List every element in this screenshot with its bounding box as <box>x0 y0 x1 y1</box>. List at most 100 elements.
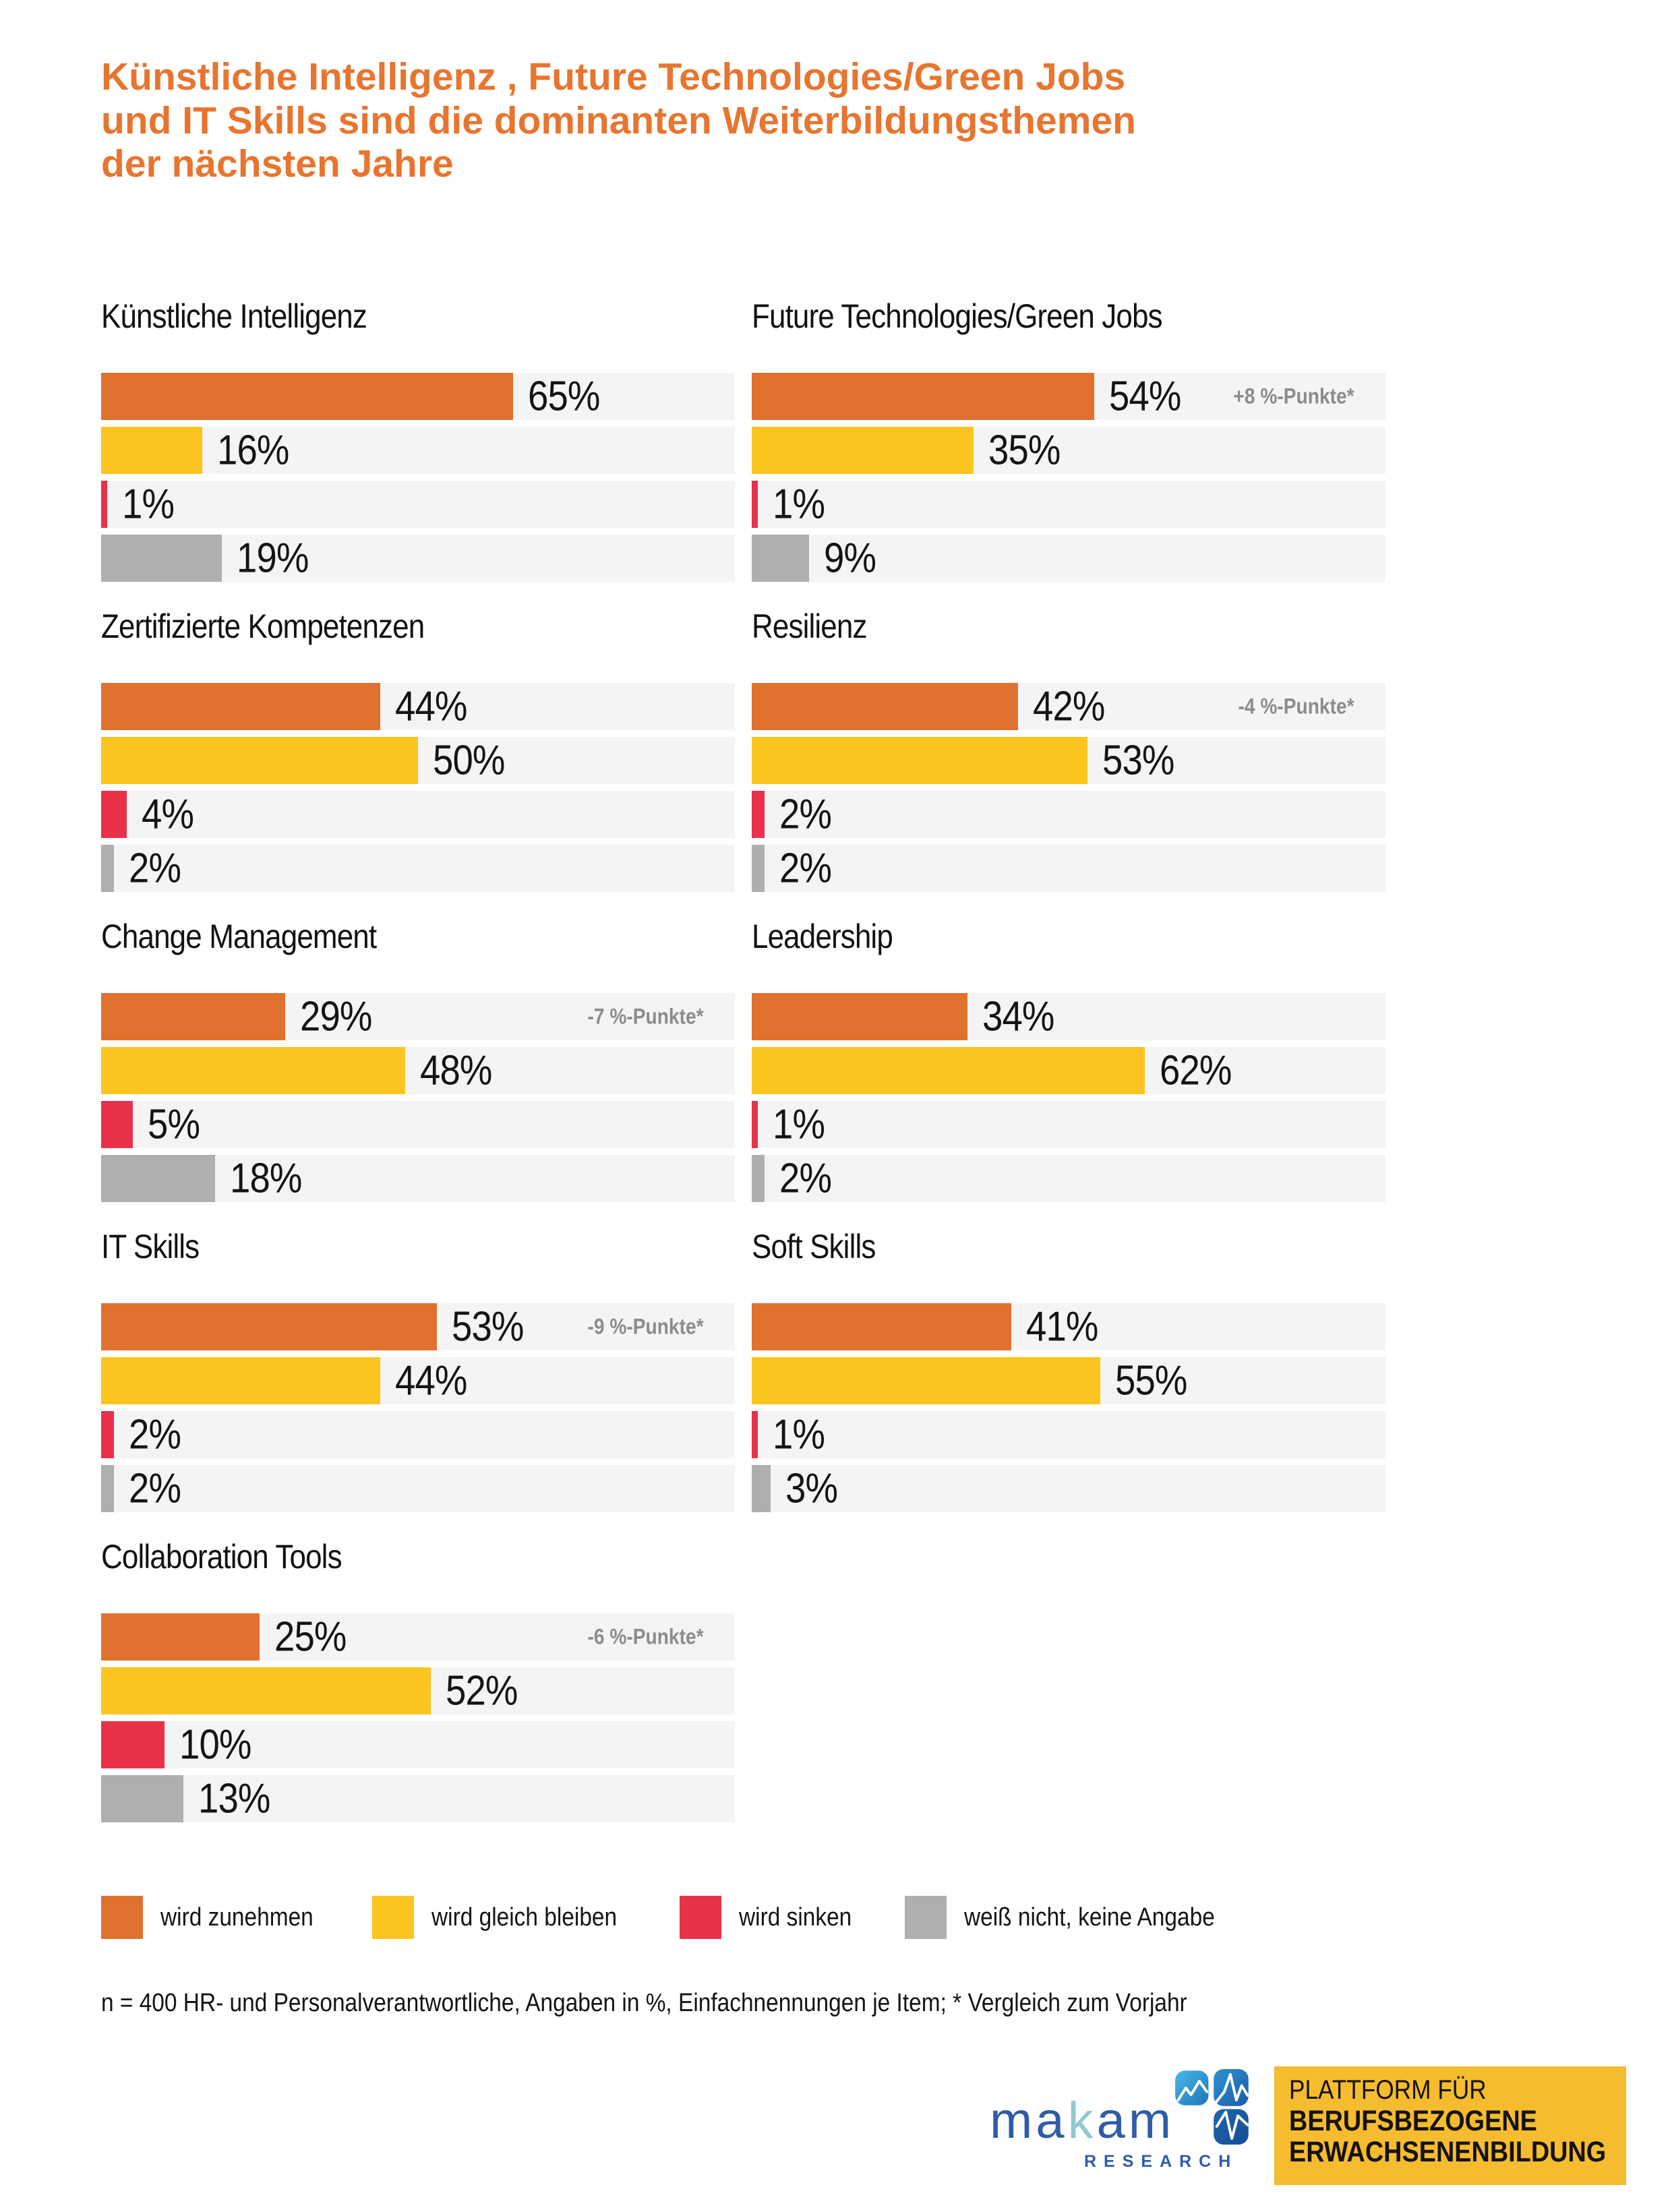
bar-increase <box>101 993 285 1040</box>
delta-text: -4 %-Punkte* <box>1238 694 1354 719</box>
bar-value-text: 1% <box>773 1101 825 1148</box>
chart-block: Künstliche Intelligenz 65% 16% 1% 19% <box>101 299 735 582</box>
bar-increase <box>101 1613 260 1661</box>
bar-track: 50% <box>101 737 735 784</box>
delta-vs-previous-year: -7 %-Punkte* <box>572 1005 704 1029</box>
bar-value-label: 41% <box>1026 1303 1108 1351</box>
bar-value-text: 34% <box>982 993 1054 1040</box>
bar-value-text: 18% <box>230 1155 302 1202</box>
chart-rows: 54% +8 %-Punkte* 35% 1% 9% <box>752 373 1385 582</box>
bar-track: 16% <box>101 427 735 474</box>
bar-track: 1% <box>101 481 735 528</box>
bar-decrease <box>101 1101 133 1148</box>
bar-stay <box>101 427 203 474</box>
chart-title-text: Resilienz <box>752 607 867 645</box>
bar-value-text: 48% <box>420 1047 492 1094</box>
bar-track: 4% <box>101 791 735 838</box>
bar-value-label: 55% <box>1115 1357 1197 1405</box>
badge-line3: ERWACHSENENBILDUNG <box>1289 2136 1607 2168</box>
chart-rows: 53% -9 %-Punkte* 44% 2% 2% <box>101 1303 735 1512</box>
chart-title: Change Management <box>101 919 735 954</box>
makam-logo-subtitle: RESEARCH <box>1084 2152 1238 2171</box>
chart-title: Leadership <box>752 919 1385 954</box>
chart-block: Soft Skills 41% 55% 1% 3% <box>752 1229 1385 1512</box>
bar-track: 2% <box>752 845 1385 892</box>
bar-value-label: 34% <box>982 993 1064 1041</box>
bar-track: 2% <box>101 1411 735 1458</box>
bar-unknown <box>101 1155 216 1202</box>
chart-title: Zertifizierte Kompetenzen <box>101 609 735 644</box>
chart-title-text: Zertifizierte Kompetenzen <box>101 607 425 645</box>
bar-unknown <box>752 535 809 582</box>
bar-track: 1% <box>752 1411 1385 1458</box>
bar-value-label: 3% <box>785 1465 845 1513</box>
bar-value-label: 1% <box>773 1101 832 1149</box>
bar-track: 44% <box>101 683 735 730</box>
bar-track: 52% <box>101 1667 735 1714</box>
chart-rows: 41% 55% 1% 3% <box>752 1303 1385 1512</box>
legend-label-text: weiß nicht, keine Angabe <box>964 1903 1216 1932</box>
footnote-text: n = 400 HR- und Personalverantwortliche,… <box>101 1989 1187 2017</box>
bar-value-text: 4% <box>141 791 194 838</box>
bar-increase <box>101 1303 438 1350</box>
legend-item-increase: wird zunehmen <box>101 1896 334 1939</box>
bar-track: 54% +8 %-Punkte* <box>752 373 1385 420</box>
bar-unknown <box>101 535 222 582</box>
bar-track: 3% <box>752 1465 1385 1512</box>
legend-item-decrease: wird sinken <box>680 1896 867 1939</box>
bar-value-text: 35% <box>988 427 1061 474</box>
bar-decrease <box>752 1101 758 1148</box>
bar-value-text: 44% <box>394 683 467 730</box>
bar-decrease <box>101 1411 114 1458</box>
plattform-badge: PLATTFORM FÜR BERUFSBEZOGENE ERWACHSENEN… <box>1274 2066 1626 2185</box>
chart-title-text: Collaboration Tools <box>101 1538 342 1576</box>
bar-unknown <box>101 1775 184 1822</box>
bar-track: 13% <box>101 1775 735 1822</box>
bar-value-label: 4% <box>142 791 201 839</box>
bar-track: 41% <box>752 1303 1385 1350</box>
chart-block: Collaboration Tools 25% -6 %-Punkte* 52% 10… <box>101 1539 735 1822</box>
delta-vs-previous-year: -4 %-Punkte* <box>1222 694 1354 719</box>
bar-value-label: 2% <box>129 1411 188 1459</box>
legend-item-unknown: weiß nicht, keine Angabe <box>905 1896 1249 1939</box>
bar-value-text: 53% <box>452 1303 524 1350</box>
page-title: Künstliche Intelligenz , Future Technolo… <box>101 55 1136 185</box>
bar-decrease <box>101 481 108 528</box>
charts-grid: Künstliche Intelligenz 65% 16% 1% 19% Futur… <box>101 299 1385 1822</box>
chart-title-text: Change Management <box>101 918 377 955</box>
bar-value-label: 25% <box>274 1613 356 1661</box>
bar-value-text: 16% <box>217 427 289 474</box>
bar-increase <box>752 683 1018 730</box>
bar-stay <box>101 1667 431 1714</box>
bar-value-label: 2% <box>779 791 839 839</box>
bar-value-text: 44% <box>394 1357 467 1404</box>
bar-value-label: 2% <box>779 845 839 893</box>
delta-vs-previous-year: +8 %-Punkte* <box>1217 384 1354 409</box>
bar-value-label: 42% <box>1033 683 1114 731</box>
bar-value-label: 35% <box>988 427 1070 475</box>
bar-increase <box>752 373 1094 420</box>
bar-value-label: 53% <box>1102 737 1184 785</box>
bar-value-text: 5% <box>148 1101 200 1148</box>
bar-increase <box>752 1303 1012 1350</box>
chart-title-text: Künstliche Intelligenz <box>101 297 367 335</box>
legend-label: weiß nicht, keine Angabe <box>964 1903 1249 1932</box>
bar-track: 42% -4 %-Punkte* <box>752 683 1385 730</box>
bar-value-text: 54% <box>1108 373 1181 420</box>
bar-value-text: 2% <box>128 845 181 892</box>
footer: makam RESEARCH PLATTFORM FÜR <box>0 2056 1672 2212</box>
bar-value-text: 1% <box>773 481 825 528</box>
bar-track: 10% <box>101 1721 735 1768</box>
bar-stay <box>752 737 1088 784</box>
bar-track: 2% <box>101 845 735 892</box>
makam-word-part3: am <box>1096 2092 1175 2149</box>
legend-swatch-increase <box>101 1896 143 1939</box>
bar-value-label: 2% <box>779 1155 839 1203</box>
bar-decrease <box>101 791 127 838</box>
bar-track: 55% <box>752 1357 1385 1404</box>
chart-block: IT Skills 53% -9 %-Punkte* 44% 2% 2% <box>101 1229 735 1512</box>
bar-value-text: 19% <box>236 535 309 582</box>
bar-track: 25% -6 %-Punkte* <box>101 1613 735 1661</box>
bar-track: 35% <box>752 427 1385 474</box>
